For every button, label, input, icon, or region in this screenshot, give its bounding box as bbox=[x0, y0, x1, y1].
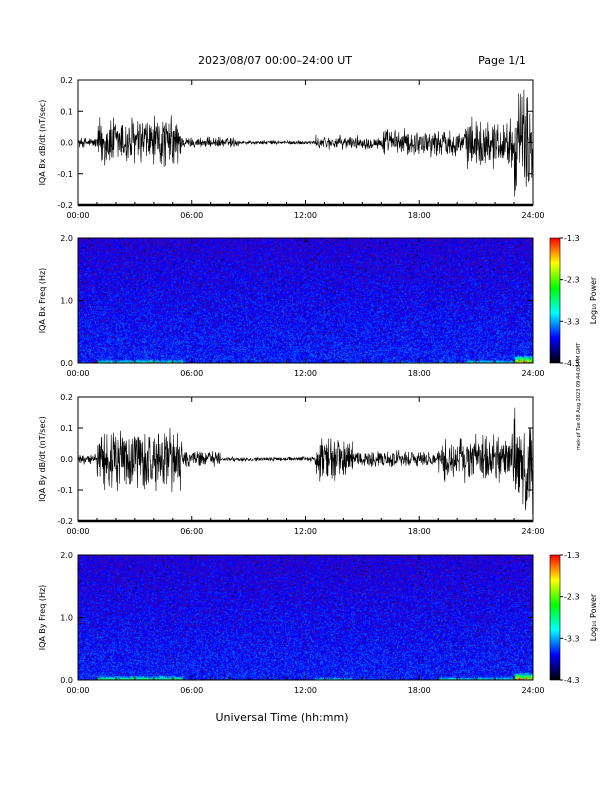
x-tick-label: 06:00 bbox=[180, 527, 203, 536]
x-tick-label: 00:00 bbox=[66, 369, 89, 378]
colorbar-tick-label: -2.3 bbox=[564, 593, 580, 602]
y-tick-label: -0.1 bbox=[57, 170, 73, 179]
colorbar-tick-label: -3.3 bbox=[564, 634, 580, 643]
y-tick-label: 0.0 bbox=[60, 359, 73, 368]
x-tick-label: 00:00 bbox=[66, 686, 89, 695]
y-axis-label: IQA By dB/dt (nT/sec) bbox=[38, 416, 47, 502]
x-tick-label: 24:00 bbox=[521, 686, 544, 695]
colorbar-label: Log₁₀ Power bbox=[589, 276, 598, 324]
x-tick-label: 18:00 bbox=[408, 686, 431, 695]
x-axis-label: Universal Time (hh:mm) bbox=[216, 711, 349, 724]
x-tick-label: 18:00 bbox=[408, 369, 431, 378]
x-tick-label: 00:00 bbox=[66, 211, 89, 220]
panel-4: 00:00 06:00 12:00 18:00 24:00 0.0 1.0 2.0 IQA By… bbox=[38, 551, 598, 695]
colorbar-tick-label: -2.3 bbox=[564, 276, 580, 285]
y-tick-label: 0.2 bbox=[60, 76, 73, 85]
y-axis-label: IQA Bx Freq (Hz) bbox=[38, 268, 47, 334]
x-tick-label: 00:00 bbox=[66, 527, 89, 536]
colorbar-tick-label: -4.3 bbox=[564, 676, 580, 685]
colorbar-tick-label: -1.3 bbox=[564, 551, 580, 560]
panel-3: 00:00 06:00 12:00 18:00 24:00 -0.2 -0.1 0.0 0.1 0… bbox=[38, 393, 545, 536]
colorbar bbox=[549, 554, 561, 681]
y-tick-label: -0.2 bbox=[57, 201, 73, 210]
plot-panels: 00:00 06:00 12:00 18:00 24:00 -0.2 -0.1 0.0 0.1 0… bbox=[38, 76, 598, 695]
x-tick-label: 24:00 bbox=[521, 369, 544, 378]
y-tick-label: -0.2 bbox=[57, 517, 73, 526]
y-tick-label: 0.0 bbox=[60, 139, 73, 148]
colorbar-tick-label: -4.3 bbox=[564, 359, 580, 368]
x-tick-label: 06:00 bbox=[180, 211, 203, 220]
y-tick-label: 1.0 bbox=[60, 297, 73, 306]
panel-1: 00:00 06:00 12:00 18:00 24:00 -0.2 -0.1 0.0 0.1 0… bbox=[38, 76, 545, 220]
x-tick-label: 18:00 bbox=[408, 211, 431, 220]
y-tick-label: 2.0 bbox=[60, 234, 73, 243]
y-tick-label: 0.0 bbox=[60, 676, 73, 685]
y-tick-label: 2.0 bbox=[60, 551, 73, 560]
figure-title: 2023/08/07 00:00–24:00 UT bbox=[198, 54, 352, 67]
x-tick-label: 18:00 bbox=[408, 527, 431, 536]
colorbar-tick-label: -3.3 bbox=[564, 317, 580, 326]
colorbar bbox=[549, 237, 561, 364]
spectrogram-image bbox=[78, 555, 533, 680]
panel-2: 00:00 06:00 12:00 18:00 24:00 0.0 1.0 2.0 IQA Bx… bbox=[38, 234, 598, 378]
x-tick-label: 12:00 bbox=[294, 686, 317, 695]
spectrogram-image bbox=[78, 238, 533, 363]
x-tick-label: 06:00 bbox=[180, 369, 203, 378]
series-trace bbox=[77, 407, 534, 515]
y-tick-label: 1.0 bbox=[60, 614, 73, 623]
colorbar-tick-label: -1.3 bbox=[564, 234, 580, 243]
colorbar-label: Log₁₀ Power bbox=[589, 593, 598, 641]
series-trace bbox=[77, 89, 534, 197]
x-tick-label: 06:00 bbox=[180, 686, 203, 695]
x-tick-label: 12:00 bbox=[294, 211, 317, 220]
y-tick-label: 0.0 bbox=[60, 455, 73, 464]
y-tick-label: 0.2 bbox=[60, 393, 73, 402]
x-tick-label: 12:00 bbox=[294, 527, 317, 536]
y-axis-label: IQA Bx dB/dt (nT/sec) bbox=[38, 100, 47, 186]
y-axis-label: IQA By Freq (Hz) bbox=[38, 585, 47, 651]
y-tick-label: 0.1 bbox=[60, 107, 73, 116]
x-tick-label: 24:00 bbox=[521, 211, 544, 220]
page-indicator: Page 1/1 bbox=[478, 54, 526, 67]
x-tick-label: 12:00 bbox=[294, 369, 317, 378]
x-tick-label: 24:00 bbox=[521, 527, 544, 536]
side-note: mek-pf Tue 08 Aug 2023 09:44:08 PM GMT bbox=[576, 342, 582, 450]
y-tick-label: -0.1 bbox=[57, 486, 73, 495]
y-tick-label: 0.1 bbox=[60, 424, 73, 433]
